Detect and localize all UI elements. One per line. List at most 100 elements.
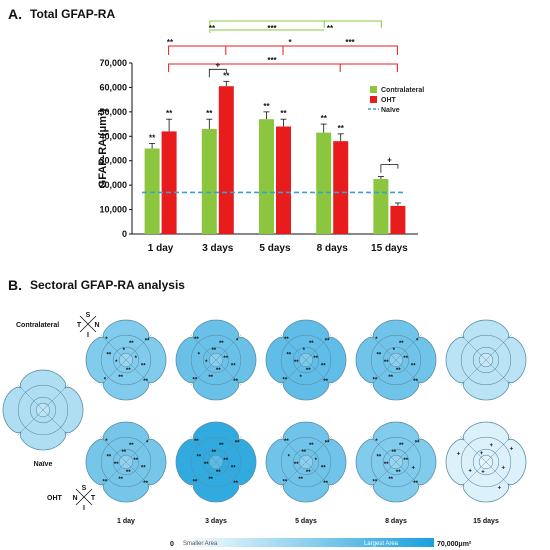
bracket-mark: ** [327, 24, 334, 33]
sector-mark: ** [413, 379, 418, 385]
sector-mark: ** [208, 477, 213, 483]
bar-chart: GFAP-RA (μm²) 0 10,000 20,000 30,000 40,000 50… [97, 20, 424, 254]
scale-high-text: Largest Area [364, 541, 399, 547]
retina-divider [280, 334, 332, 386]
sector-mark: * [123, 348, 126, 354]
retina-divider [100, 334, 152, 386]
sector-mark: ** [399, 341, 404, 347]
significance-mark: ** [223, 71, 230, 80]
bracket-mark: *** [267, 56, 277, 65]
bracket-mark: ** [167, 38, 174, 47]
bracket-mark: *** [345, 38, 355, 47]
sector-mark: ** [143, 379, 148, 385]
compass-right: T [91, 495, 96, 502]
sector-mark: ** [384, 462, 389, 468]
legend-swatch [370, 96, 377, 103]
sector-mark: ** [313, 356, 318, 362]
compass-oht: SN TI [72, 485, 95, 512]
sector-mark: * [205, 360, 208, 366]
sector-mark: ** [219, 341, 224, 347]
compass-right: N [94, 322, 99, 329]
retina-ring [472, 346, 500, 374]
retina-contralateral: **************** *** [85, 319, 167, 401]
sector-mark: * [416, 338, 419, 344]
sector-mark: * [303, 348, 306, 354]
scale-low-text: Smaller Area [183, 541, 218, 547]
legend-swatch [370, 86, 377, 93]
sector-mark: ** [388, 477, 393, 483]
retina-ring [370, 436, 422, 488]
scale-max-label: 70,000μm² [437, 541, 472, 548]
sector-mark: ** [121, 450, 126, 456]
retina-divider [190, 436, 242, 488]
sector-mark: + [481, 470, 485, 476]
retina-divider [17, 384, 69, 436]
naive-label: Naïve [34, 461, 53, 468]
retina-ring [460, 334, 512, 386]
retina-ring [280, 334, 332, 386]
bar-oht [333, 141, 349, 234]
sector-mark: * [375, 439, 378, 445]
retina-divider [190, 334, 242, 386]
compass-left: N [72, 495, 77, 502]
sector-mark: * [135, 356, 138, 362]
sector-mark: * [393, 348, 396, 354]
sector-mark: + [457, 451, 461, 457]
sector-mark: ** [396, 470, 401, 476]
sector-mark: ** [114, 462, 119, 468]
sector-mark: ** [118, 477, 123, 483]
bracket-mark: *** [267, 24, 277, 33]
sector-mark: ** [376, 353, 381, 359]
sector-mark: ** [283, 378, 288, 384]
sector-mark: ** [193, 480, 198, 486]
bar-contralateral [201, 128, 217, 234]
sector-mark: ** [216, 368, 221, 374]
sector-mark: ** [321, 465, 326, 471]
y-tick-label: 40,000 [99, 131, 127, 141]
bracket-mark: ** [209, 24, 216, 33]
row-label-oht: OHT [47, 495, 63, 502]
compass-left: T [77, 322, 82, 329]
retina-ring [370, 334, 422, 386]
sector-mark: ** [141, 465, 146, 471]
sector-mark: ** [235, 440, 240, 446]
bar-contralateral [373, 179, 389, 234]
sector-mark: ** [323, 379, 328, 385]
sector-mark: * [146, 440, 149, 446]
bar-oht [161, 131, 177, 234]
retina-contralateral: ****************** *** [175, 319, 257, 401]
significance-mark: ** [166, 109, 173, 118]
retina-oht: ******************* *** [265, 421, 347, 503]
sector-mark: ** [286, 353, 291, 359]
sector-mark: ** [396, 368, 401, 374]
sector-mark: + [490, 443, 494, 449]
legend-label: Contralateral [381, 87, 424, 94]
sector-mark: ** [106, 455, 111, 461]
sector-mark: ** [399, 443, 404, 449]
sector-mark: ** [373, 378, 378, 384]
retina-divider [370, 334, 422, 386]
sector-mark: ** [321, 363, 326, 369]
compass-contralateral: ST NI [77, 312, 100, 339]
y-tick-label: 10,000 [99, 205, 127, 215]
sector-mark: ** [103, 480, 108, 486]
bar-contralateral [316, 132, 332, 234]
sector-mark: ** [325, 338, 330, 344]
sector-mark: ** [231, 363, 236, 369]
x-tick-label: 5 days [259, 243, 291, 254]
color-scale-bar [180, 538, 434, 547]
sector-mark: ** [211, 450, 216, 456]
day-label: 5 days [295, 518, 317, 525]
y-tick-label: 20,000 [99, 180, 127, 190]
sector-mark: ** [306, 470, 311, 476]
retina-ring [100, 436, 152, 488]
sector-mark: + [501, 465, 505, 471]
sector-mark: ** [208, 375, 213, 381]
sector-mark: ** [129, 443, 134, 449]
sector-mark: * [300, 375, 303, 381]
retina-ring [190, 436, 242, 488]
panel-b-title: Sectoral GFAP-RA analysis [30, 278, 185, 292]
sector-mark: * [105, 439, 108, 445]
y-tick-label: 60,000 [99, 82, 127, 92]
bar-oht [276, 126, 291, 234]
